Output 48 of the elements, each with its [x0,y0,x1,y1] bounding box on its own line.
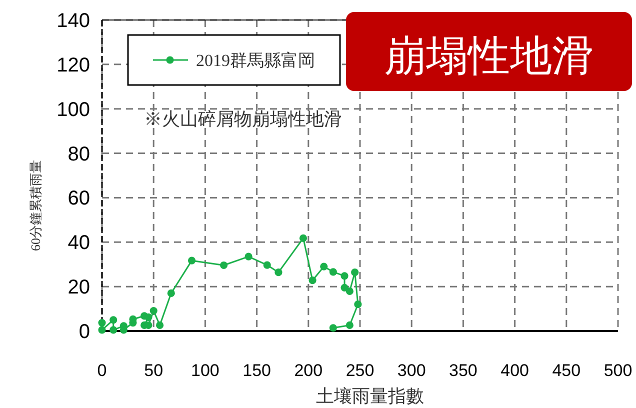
point [329,324,337,332]
x-tick-label: 350 [449,361,478,380]
x-tick-label: 450 [552,361,581,380]
point [340,284,348,292]
point [320,262,328,270]
legend-label: 2019群馬縣富岡 [196,51,315,70]
y-tick-label: 60 [68,188,90,210]
point [98,318,106,327]
point [263,261,271,269]
point [167,289,175,298]
point [329,268,337,276]
y-tick-label: 140 [56,10,90,32]
x-tick-label: 0 [97,361,107,380]
x-axis-title: 土壤雨量指數 [316,386,424,406]
point [188,256,196,264]
point [110,316,118,324]
y-tick-label: 40 [68,232,90,254]
x-tick-label: 500 [604,361,632,380]
point [144,313,152,322]
point [340,272,348,280]
point [346,321,354,330]
point [98,326,106,334]
point [274,268,282,276]
x-tick-label: 300 [397,361,426,380]
point [156,321,164,330]
point [150,306,158,315]
y-axis-title: 60分鐘累積雨量 [28,160,43,251]
annotation: ※火山碎屑物崩塌性地滑 [144,109,342,129]
y-tick-label: 120 [56,54,90,76]
point [299,234,308,242]
y-tick-label: 100 [56,98,90,121]
point [244,252,252,260]
y-tick-label: 20 [68,276,90,299]
x-tick-label: 150 [242,361,271,380]
point [110,326,118,334]
point [351,268,359,276]
x-tick-label: 250 [346,361,374,380]
x-tick-label: 200 [294,361,323,380]
y-tick-label: 0 [78,321,90,343]
x-tick-label: 400 [500,361,529,380]
x-tick-label: 100 [191,361,220,380]
point [346,287,354,296]
y-tick-label: 80 [68,143,90,166]
point [354,300,362,308]
point [220,261,228,270]
point [308,276,316,284]
x-tick-label: 50 [144,361,164,380]
chart-title: 崩塌性地滑 [384,34,594,80]
